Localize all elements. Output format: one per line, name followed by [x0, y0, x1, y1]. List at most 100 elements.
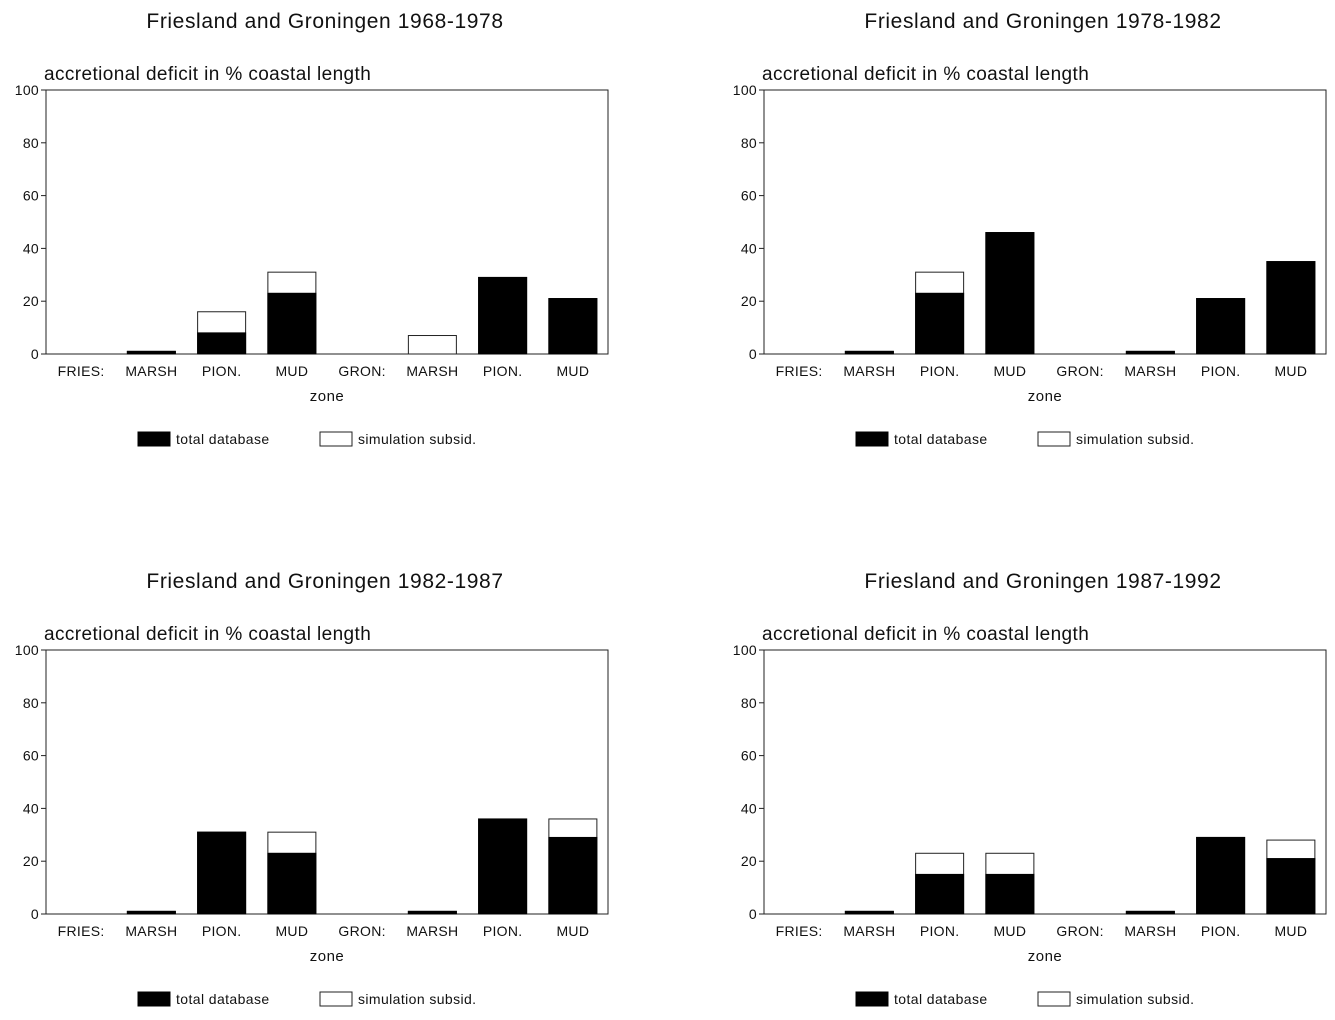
- x-tick-label: GRON:: [1056, 363, 1103, 379]
- chart-panel-1978-1982: Friesland and Groningen 1978-1982 accret…: [718, 0, 1335, 460]
- y-tick-label: 20: [741, 853, 757, 869]
- y-tick-label: 0: [749, 346, 757, 362]
- y-tick-label: 20: [23, 293, 39, 309]
- x-tick-label: MUD: [993, 363, 1026, 379]
- x-tick-label: PION.: [202, 363, 242, 379]
- y-tick-label: 80: [23, 695, 39, 711]
- bar-total-database: [126, 350, 176, 355]
- plot-frame: [763, 649, 1327, 915]
- x-tick-label: MUD: [556, 923, 589, 939]
- x-tick-label: PION.: [483, 923, 523, 939]
- chart-panel-1987-1992: Friesland and Groningen 1987-1992 accret…: [718, 560, 1335, 1020]
- x-tick-label: FRIES:: [776, 923, 823, 939]
- bar-total-database: [478, 276, 528, 355]
- x-tick-label: MARSH: [1124, 923, 1176, 939]
- x-tick-label: MARSH: [843, 923, 895, 939]
- bar-chart: accretional deficit in % coastal length 0…: [15, 624, 609, 1007]
- bar-total-database: [267, 292, 317, 355]
- x-tick-label: MARSH: [125, 363, 177, 379]
- y-axis-label: accretional deficit in % coastal length: [762, 624, 1089, 645]
- x-tick-label: PION.: [1201, 363, 1241, 379]
- y-tick-label: 40: [741, 800, 757, 816]
- legend-swatch-total-database: [855, 431, 889, 447]
- legend-swatch-total-database: [137, 431, 171, 447]
- bar-total-database: [197, 831, 247, 915]
- x-tick-label: MARSH: [406, 363, 458, 379]
- x-tick-label: PION.: [920, 923, 960, 939]
- bar-simulation-subsid: [407, 335, 457, 355]
- y-tick-label: 40: [23, 240, 39, 256]
- y-tick-label: 40: [741, 240, 757, 256]
- legend-label-simulation-subsid: simulation subsid.: [1076, 431, 1194, 447]
- y-tick-label: 0: [31, 906, 39, 922]
- x-tick-label: FRIES:: [58, 363, 105, 379]
- y-tick-label: 60: [741, 188, 757, 204]
- chart-panel-1968-1978: Friesland and Groningen 1968-1978 accret…: [0, 0, 650, 460]
- legend-label-simulation-subsid: simulation subsid.: [358, 431, 476, 447]
- y-tick-label: 20: [23, 853, 39, 869]
- x-tick-label: GRON:: [338, 923, 385, 939]
- plot-frame: [45, 89, 609, 355]
- bar-total-database: [915, 292, 965, 355]
- x-tick-label: PION.: [1201, 923, 1241, 939]
- x-axis-label: zone: [1028, 948, 1063, 965]
- chart-title: Friesland and Groningen 1987-1992: [864, 570, 1222, 593]
- bar-total-database: [407, 910, 457, 915]
- bar-total-database: [844, 350, 894, 355]
- y-tick-label: 100: [15, 642, 39, 658]
- legend-label-total-database: total database: [894, 991, 988, 1007]
- y-tick-label: 0: [31, 346, 39, 362]
- x-axis-label: zone: [310, 948, 345, 965]
- x-tick-label: MARSH: [843, 363, 895, 379]
- x-tick-label: GRON:: [1056, 923, 1103, 939]
- chart-title: Friesland and Groningen 1978-1982: [864, 10, 1222, 33]
- y-tick-label: 80: [741, 135, 757, 151]
- x-tick-label: MARSH: [125, 923, 177, 939]
- bar-total-database: [1125, 350, 1175, 355]
- y-tick-label: 80: [23, 135, 39, 151]
- chart-title: Friesland and Groningen 1982-1987: [146, 570, 504, 593]
- bar-total-database: [1266, 858, 1316, 915]
- y-tick-label: 60: [23, 748, 39, 764]
- legend-swatch-simulation-subsid: [319, 431, 353, 447]
- legend-label-simulation-subsid: simulation subsid.: [358, 991, 476, 1007]
- x-tick-label: MUD: [556, 363, 589, 379]
- bar-total-database: [197, 332, 247, 355]
- bar-total-database: [478, 818, 528, 915]
- chart-title: Friesland and Groningen 1968-1978: [146, 10, 504, 33]
- y-tick-label: 80: [741, 695, 757, 711]
- bar-total-database: [1196, 298, 1246, 355]
- plot-frame: [45, 649, 609, 915]
- bar-total-database: [548, 298, 598, 355]
- y-tick-label: 0: [749, 906, 757, 922]
- y-tick-label: 60: [23, 188, 39, 204]
- x-tick-label: MARSH: [1124, 363, 1176, 379]
- x-tick-label: PION.: [483, 363, 523, 379]
- bar-chart: accretional deficit in % coastal length 0…: [15, 64, 609, 447]
- x-tick-label: FRIES:: [776, 363, 823, 379]
- y-axis-label: accretional deficit in % coastal length: [44, 624, 371, 645]
- bar-total-database: [548, 836, 598, 915]
- y-tick-label: 60: [741, 748, 757, 764]
- bar-total-database: [126, 910, 176, 915]
- bar-chart: accretional deficit in % coastal length 0…: [733, 624, 1327, 1007]
- x-tick-label: MUD: [1274, 363, 1307, 379]
- y-tick-label: 100: [733, 642, 757, 658]
- x-tick-label: PION.: [920, 363, 960, 379]
- y-tick-label: 100: [15, 82, 39, 98]
- legend-label-simulation-subsid: simulation subsid.: [1076, 991, 1194, 1007]
- x-tick-label: MUD: [275, 923, 308, 939]
- x-tick-label: MARSH: [406, 923, 458, 939]
- bar-total-database: [267, 852, 317, 915]
- x-tick-label: MUD: [993, 923, 1026, 939]
- legend-swatch-simulation-subsid: [1037, 991, 1071, 1007]
- y-axis-label: accretional deficit in % coastal length: [44, 64, 371, 85]
- x-tick-label: MUD: [275, 363, 308, 379]
- y-axis-label: accretional deficit in % coastal length: [762, 64, 1089, 85]
- bar-total-database: [1266, 261, 1316, 355]
- legend-swatch-total-database: [137, 991, 171, 1007]
- x-tick-label: MUD: [1274, 923, 1307, 939]
- x-axis-label: zone: [310, 388, 345, 405]
- bar-total-database: [985, 873, 1035, 915]
- x-axis-label: zone: [1028, 388, 1063, 405]
